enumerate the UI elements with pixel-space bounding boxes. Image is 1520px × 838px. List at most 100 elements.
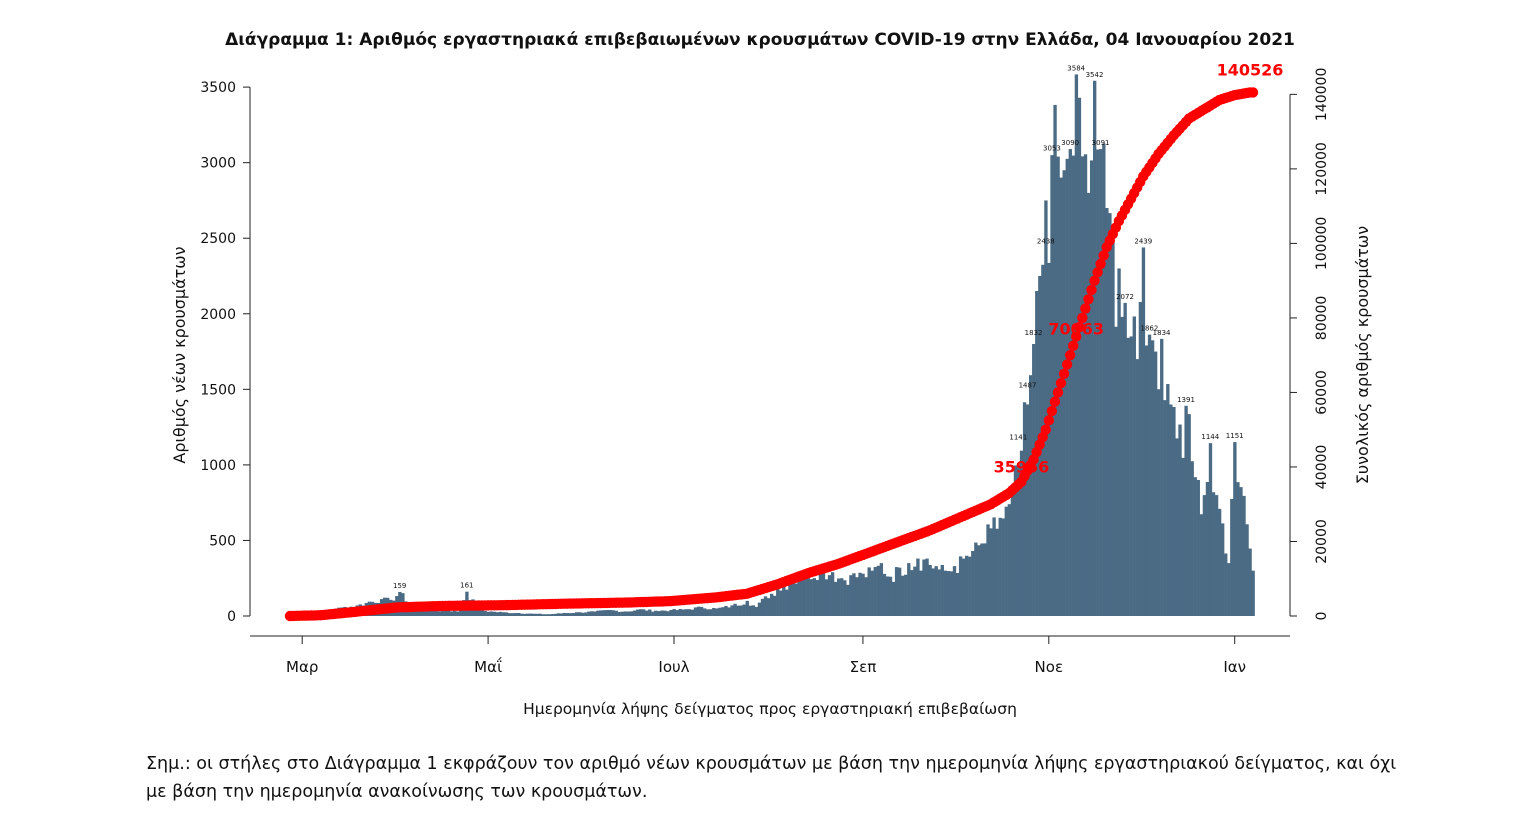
bar [1147,334,1152,616]
bar [766,598,771,616]
y-tick-label: 3500 [200,80,236,96]
bar-value-label: 1141 [1009,434,1027,442]
bar [623,611,628,616]
bar [727,607,731,616]
bar [779,590,783,616]
y2-tick-label: 20000 [1314,519,1330,564]
y-tick-label: 1000 [200,458,236,474]
bar [513,613,518,616]
bar [641,609,646,616]
bar [654,610,658,616]
bar [687,609,692,616]
bar [873,567,877,616]
y-tick-label: 500 [209,533,236,549]
bar [696,606,701,616]
bar [833,581,838,616]
bar [660,610,664,616]
bar [1099,149,1103,616]
bar [681,609,685,616]
cumulative-annotation: 140526 [1217,61,1284,80]
bar [1108,213,1112,616]
bar [769,593,774,616]
bar [684,609,688,616]
bar [882,573,887,616]
bar [449,611,454,616]
bar-value-label: 1862 [1140,325,1158,333]
bar [1016,464,1021,616]
bar [1227,563,1231,616]
bar [961,558,966,616]
bar [1208,443,1213,616]
bar [1029,375,1033,616]
y2-tick-label: 60000 [1314,370,1330,415]
bar [626,611,631,616]
bar [568,613,573,616]
bar [989,528,993,616]
bar [602,610,606,616]
bar [1196,480,1200,616]
bar [721,607,725,616]
bar [1135,359,1140,616]
bar [556,613,560,616]
bar [958,556,963,616]
bar-value-label: 1144 [1201,433,1219,441]
bar [620,611,624,616]
bar [773,595,777,616]
bar [1062,170,1066,616]
y-tick-label: 1500 [200,382,236,398]
bar-value-label: 3584 [1067,64,1085,72]
bar-value-label: 2439 [1134,237,1152,245]
bar [955,573,960,616]
cumulative-point [1098,250,1109,261]
bar [702,608,707,616]
bar [1105,208,1109,616]
bar [459,605,463,616]
bar [1086,192,1091,616]
bar [1022,402,1027,616]
bar [1169,404,1173,616]
bar [1184,405,1188,616]
cumulative-point [1049,396,1061,407]
bar [888,576,893,616]
y2-tick-label: 0 [1314,612,1330,621]
x-tick-label: Ιουλ [658,658,689,676]
bar [840,578,844,616]
cumulative-annotation: 70063 [1048,320,1104,339]
bar [440,610,445,616]
bar [968,556,972,616]
bar [501,612,506,616]
bar [1032,344,1036,616]
bar [495,612,500,616]
cumulative-point [1052,387,1064,398]
bar [565,613,570,616]
bar [632,610,637,616]
bar [809,579,813,616]
cumulative-point [1247,87,1259,98]
y2-axis-label: Συνολικός αριθμός κρουσμάτων [1353,226,1372,485]
bar [1123,302,1127,616]
bar [446,609,451,616]
bar [919,570,923,616]
cumulative-point [1043,415,1055,426]
y2-tick-label: 140000 [1314,68,1330,121]
bar [1044,200,1048,616]
bar [815,580,820,616]
bar [520,613,524,616]
cumulative-point [1061,359,1073,370]
bar [657,611,661,616]
bar [852,573,856,616]
bar [818,569,823,616]
bar [986,524,990,616]
y2-tick-label: 40000 [1314,445,1330,490]
bar [1025,404,1030,616]
bar [754,606,759,616]
bar [971,551,975,616]
bar [1202,495,1207,616]
y-tick-label: 2500 [200,231,236,247]
bar [894,567,899,616]
bar [635,609,640,616]
bar [489,611,493,616]
cumulative-line-layer [284,87,1259,622]
